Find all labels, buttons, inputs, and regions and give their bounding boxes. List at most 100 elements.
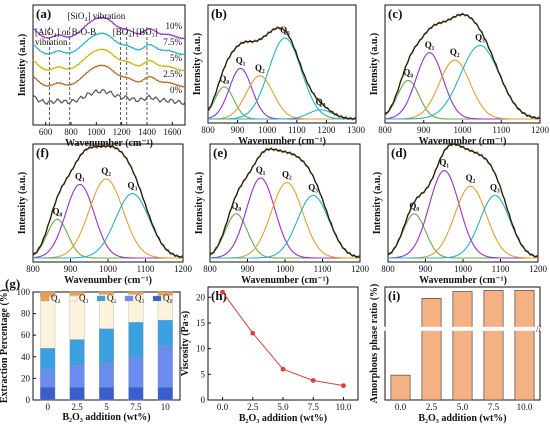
x-axis-label-c: Wavenumber (cm⁻¹) [419, 136, 507, 147]
series-label-a-4: 10% [166, 21, 183, 31]
x-tick-label-a: 1200 [113, 127, 132, 137]
x-tick-label-a: 1600 [163, 127, 182, 137]
x-axis-label-i: B₂O₃ addition (wt%) [418, 413, 506, 424]
peak-label-c-3: Q₃ [475, 32, 485, 42]
x-tick-label-i: 5.0 [457, 402, 469, 412]
x-tick-label-e: 1200 [351, 264, 370, 274]
legend-swatch-g-4 [152, 295, 162, 302]
y-tick-label-g: 40 [21, 352, 31, 362]
series-label-a-1: 2.5% [163, 69, 182, 79]
peak-label-c-0: Q₀ [403, 67, 413, 77]
x-tick-label-d: 800 [381, 264, 395, 274]
bar-g-0-3 [40, 296, 56, 349]
y-tick-label-g: 100 [17, 287, 31, 297]
point-h-1 [250, 330, 256, 336]
panel-letter-e: (e) [213, 145, 227, 160]
peak-f-0 [32, 218, 183, 259]
bar-g-2-1 [99, 363, 115, 388]
peak-b-4 [208, 109, 356, 120]
x-tick-label-d: 1000 [454, 264, 473, 274]
x-tick-label-g: 5 [104, 402, 109, 412]
peak-label-b-1: Q₁ [236, 55, 246, 65]
bar-g-0-1 [40, 369, 56, 388]
x-tick-label-h: 2.5 [247, 402, 259, 412]
x-tick-label-i: 0.0 [395, 402, 407, 412]
panel-letter-a: (a) [36, 6, 51, 21]
peak-label-e-2: Q₂ [282, 170, 292, 180]
legend-swatch-g-1 [68, 295, 78, 302]
peak-label-b-2: Q₂ [255, 63, 265, 73]
x-tick-label-e: 800 [203, 264, 217, 274]
legend-swatch-g-2 [96, 295, 106, 302]
annotation-a-3: [BO₃] [136, 27, 158, 37]
plot-frame-b [207, 4, 357, 124]
bar-g-2-0 [99, 386, 115, 401]
fitted-envelope-c [384, 14, 541, 119]
peak-f-2 [33, 178, 183, 259]
peak-label-d-2: Q₂ [466, 173, 476, 183]
bar-g-0-2 [40, 348, 56, 370]
x-tick-label-e: 1000 [276, 264, 295, 274]
spectrum-a-3 [32, 32, 186, 56]
x-tick-label-c: 800 [378, 125, 392, 135]
x-tick-label-b: 800 [201, 125, 215, 135]
y-axis-label-i: Amorphous phase ratio (%) [369, 284, 380, 404]
axis-break-mark-i: // [536, 324, 542, 334]
x-axis-label-d: Wavenumber (cm⁻¹) [419, 275, 507, 286]
x-tick-label-e: 1100 [314, 264, 332, 274]
legend-swatch-g-0 [40, 295, 50, 302]
y-tick-label-h: 0 [201, 395, 206, 405]
x-axis-label-h: B₂O₃ addition (wt%) [239, 413, 327, 424]
x-axis-label-e: Wavenumber (cm⁻¹) [241, 275, 329, 286]
x-tick-label-h: 10.0 [336, 402, 352, 412]
x-tick-label-g: 2.5 [71, 402, 83, 412]
bar-g-4-1 [157, 345, 173, 388]
y-tick-label-g: 60 [21, 330, 31, 340]
x-tick-label-c: 900 [417, 125, 431, 135]
y-axis-label-c: Intensity (a.u.) [369, 33, 380, 96]
panel-letter-c: (c) [388, 6, 402, 21]
x-tick-label-c: 1200 [531, 125, 550, 135]
spectrum-a-2 [32, 48, 186, 72]
x-tick-label-a: 800 [64, 127, 78, 137]
point-h-4 [341, 383, 346, 389]
annotation-a-0-line2: vibration [35, 37, 68, 47]
peak-label-e-0: Q₀ [231, 201, 241, 211]
y-axis-label-h: Viscosity (Pa·s) [180, 311, 191, 376]
fitted-envelope-e [209, 148, 361, 258]
spectrum-a-4 [32, 16, 186, 40]
measured-spectrum-e [209, 146, 361, 259]
peak-label-d-3: Q₃ [490, 182, 500, 192]
x-axis-label-g: B₂O₃ addition (wt%) [62, 412, 150, 423]
peak-label-f-0: Q₀ [53, 206, 63, 216]
y-tick-label-h: 5 [201, 369, 206, 379]
point-h-3 [310, 378, 316, 383]
y-axis-label-b: Intensity (a.u.) [192, 33, 203, 96]
x-tick-label-i: 10.0 [517, 402, 533, 412]
bar-i-1 [421, 297, 442, 401]
peak-f-1 [32, 183, 183, 259]
peak-d-2 [388, 185, 538, 259]
x-tick-label-d: 900 [419, 264, 433, 274]
x-tick-label-a: 1400 [138, 127, 157, 137]
bar-i-3 [483, 290, 504, 401]
bar-g-1-4 [69, 291, 85, 296]
plot-frame-c [384, 4, 541, 124]
fitted-envelope-d [387, 143, 539, 258]
x-tick-label-f: 1000 [99, 264, 118, 274]
peak-label-f-3: Q₃ [128, 181, 138, 191]
panel-letter-d: (d) [391, 145, 407, 160]
series-label-a-0: 0% [170, 85, 183, 95]
y-axis-label-d: Intensity (a.u.) [372, 172, 383, 235]
y-tick-label-h: 15 [196, 318, 206, 328]
panel-letter-f: (f) [36, 145, 49, 160]
annotation-a-0-line1: [AlO₄] or B-O-B [35, 27, 96, 37]
peak-label-e-3: Q₃ [308, 182, 318, 192]
peak-label-d-0: Q₀ [409, 201, 419, 211]
peak-b-1 [207, 67, 356, 120]
x-tick-label-d: 1100 [492, 264, 510, 274]
panel-letter-g: (g) [5, 276, 20, 291]
x-tick-label-i: 7.5 [488, 402, 500, 412]
x-tick-label-f: 1100 [137, 264, 155, 274]
